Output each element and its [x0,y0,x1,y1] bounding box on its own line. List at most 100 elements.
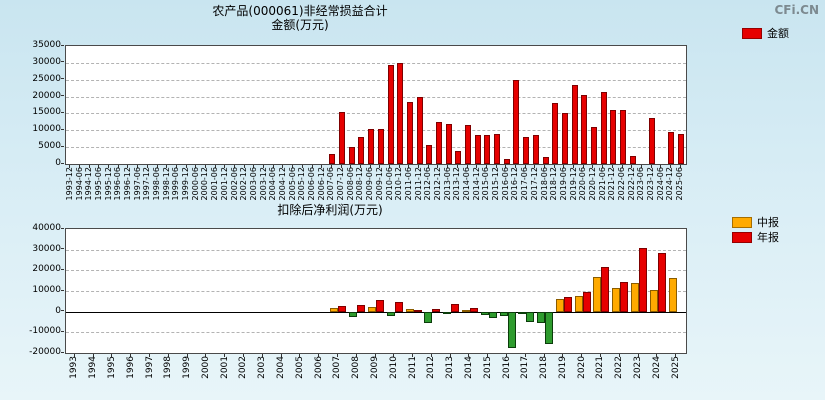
bar [545,311,554,344]
x-tick-label: 2023 [633,356,644,379]
x-tick [336,354,338,357]
x-tick-label: 2020 [576,356,587,379]
x-tick-label: 2007 [332,356,343,379]
x-tick [374,354,376,357]
y-tick-label: 20000 [32,90,61,101]
y-tick-label: -20000 [29,347,61,357]
x-tick [650,165,652,168]
x-tick-label: 2008 [351,356,362,379]
x-tick [602,165,604,168]
bar [424,311,433,324]
x-tick [234,165,236,168]
x-tick [621,165,623,168]
x-tick [108,165,110,168]
x-tick [524,165,526,168]
x-tick [514,165,516,168]
x-tick-label: 2001 [219,356,230,379]
bar [571,84,578,164]
x-tick-label: 1994 [88,356,99,379]
zero-axis-line [66,311,686,313]
x-tick [398,165,400,168]
x-tick [321,165,323,168]
y-tick-label: 30000 [32,56,61,67]
x-tick-label: 2019 [557,356,568,379]
x-tick [318,354,320,357]
x-tick-label: 2004 [276,356,287,379]
bar [349,311,358,317]
bar [416,96,423,164]
chart2-legend: 中报 年报 [732,217,779,247]
x-tick [261,354,263,357]
y-tick-label: 30000 [32,243,61,254]
chart1-title-block: 农产品(000061)非经常损益合计 金额(万元) [150,5,450,32]
cfi-watermark: CFi.CN [774,3,819,17]
bar [668,277,677,312]
y-tick [61,351,64,353]
bar [668,131,675,164]
x-tick [631,165,633,168]
bar [494,133,501,164]
bar [610,110,617,164]
bar [563,297,572,312]
x-tick [485,165,487,168]
y-tick [61,111,64,113]
bar [368,128,375,164]
x-tick [127,165,129,168]
bar [368,306,376,312]
bar [542,157,549,164]
x-tick [355,354,357,357]
x-tick-label: 2010 [388,356,399,379]
x-tick [299,354,301,357]
bar [488,311,497,318]
x-tick [130,354,132,357]
x-tick [505,165,507,168]
bar [601,267,610,312]
x-tick-label: 1997 [144,356,155,379]
y-tick [61,227,64,229]
x-tick [637,354,639,357]
x-tick [553,165,555,168]
x-tick [543,354,545,357]
x-tick [506,354,507,357]
x-tick [263,165,265,168]
y-tick [61,330,64,332]
bar [469,307,478,312]
x-tick [675,354,677,357]
x-tick [582,165,584,168]
annual-legend-label: 年报 [757,231,779,244]
x-tick [340,165,342,168]
annual-legend-swatch [732,232,752,243]
bar [386,311,395,316]
x-tick-label: 2011 [407,356,418,379]
y-tick-label: 10000 [32,124,61,135]
x-tick [669,165,671,168]
chart1-legend: 金额 [742,28,789,43]
x-tick [379,165,381,168]
x-tick [167,354,169,357]
amount-legend-label: 金额 [767,27,789,40]
gridline [66,147,686,149]
x-tick [408,165,410,168]
bar [552,103,559,164]
bar [435,121,442,164]
y-tick [61,78,64,80]
x-tick [369,165,371,168]
bar [358,137,365,164]
x-tick [280,354,282,357]
bar [338,305,347,312]
bar [445,123,452,164]
gridline [66,270,686,272]
y-tick [61,128,64,130]
x-tick [311,165,313,168]
x-tick-label: 1995 [106,356,117,379]
x-tick [456,165,458,168]
x-tick-label: 2000 [200,356,211,379]
y-tick [61,310,64,312]
gridline [66,249,686,251]
legend-row-interim: 中报 [732,217,779,228]
x-tick [98,165,100,168]
x-tick-label: 2017 [520,356,531,379]
x-tick [389,165,391,168]
bar [612,287,621,312]
bar [426,145,433,164]
